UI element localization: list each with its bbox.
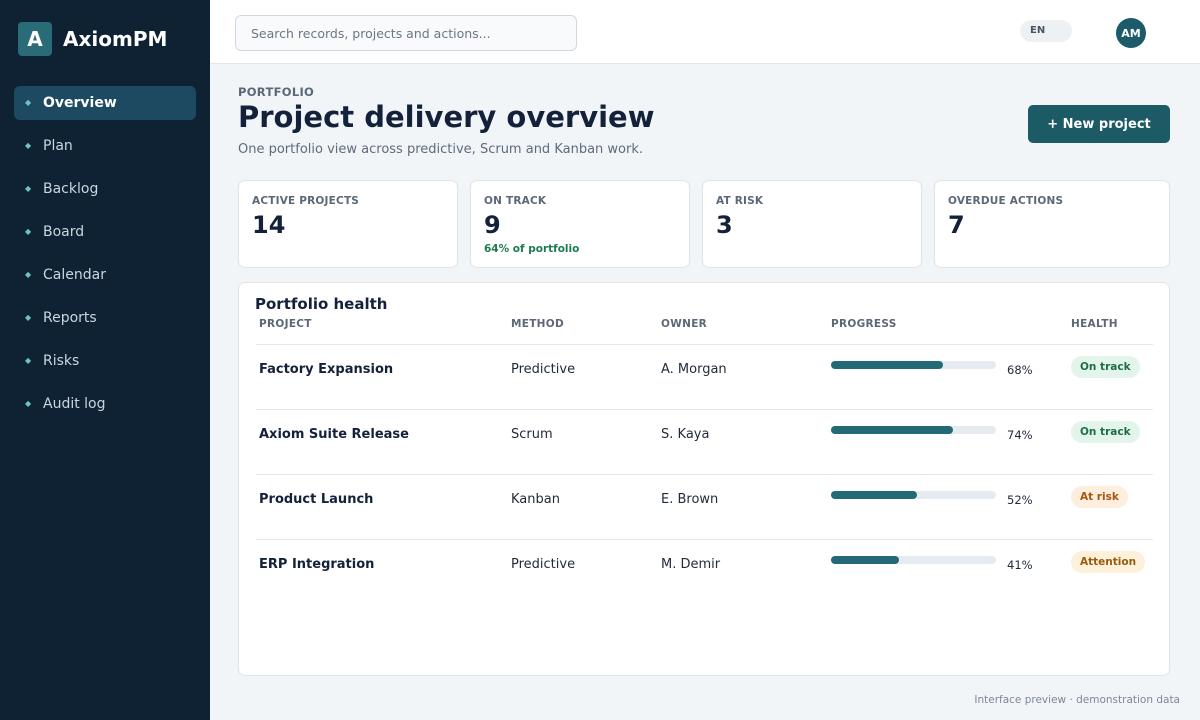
project-method: Predictive [511,362,576,377]
kpi-card-active-projects[interactable]: ACTIVE PROJECTS 14 [238,180,458,268]
project-method: Kanban [511,492,560,507]
status-badge: At risk [1071,486,1128,508]
project-owner: M. Demir [661,557,721,572]
col-header-health[interactable]: HEALTH [1071,318,1118,330]
sidebar-item-reports[interactable]: ◆ Reports [14,301,196,335]
project-name[interactable]: Product Launch [259,492,374,507]
brand-name: AxiomPM [63,27,168,51]
brand[interactable]: A AxiomPM [18,22,167,56]
progress-percent: 41% [1007,558,1033,572]
sidebar-item-backlog[interactable]: ◆ Backlog [14,172,196,206]
sidebar-item-overview[interactable]: ◆ Overview [14,86,196,120]
kpi-card-at-risk[interactable]: AT RISK 3 [702,180,922,268]
sidebar: A AxiomPM ◆ Overview ◆ Plan ◆ Backlog ◆ Board ◆ C… [0,0,210,720]
progress-bar-fill [831,491,917,499]
table-row[interactable]: Factory Expansion Predictive A. Morgan 68% O… [256,344,1153,409]
search-input[interactable] [235,15,577,51]
nav-bullet-icon: ◆ [25,227,32,236]
table-row[interactable]: Axiom Suite Release Scrum S. Kaya 74% On tra… [256,409,1153,474]
sidebar-item-label: Plan [43,138,73,154]
kpi-value: 9 [484,211,501,239]
status-badge: On track [1071,356,1140,378]
sidebar-item-label: Board [43,224,85,240]
progress-bar-fill [831,426,954,434]
kpi-label: ON TRACK [484,195,547,207]
project-name[interactable]: ERP Integration [259,557,375,572]
table-row[interactable]: ERP Integration Predictive M. Demir 41% Atte… [256,539,1153,604]
project-method: Scrum [511,427,553,442]
project-name[interactable]: Axiom Suite Release [259,427,409,442]
nav-bullet-icon: ◆ [25,399,32,408]
table-row[interactable]: Product Launch Kanban E. Brown 52% At risk [256,474,1153,539]
nav-bullet-icon: ◆ [25,356,32,365]
progress-percent: 68% [1007,363,1033,377]
project-owner: E. Brown [661,492,719,507]
nav-bullet-icon: ◆ [25,313,32,322]
kpi-value: 14 [252,211,286,239]
progress-percent: 52% [1007,493,1033,507]
kpi-note: 64% of portfolio [484,243,580,255]
nav-bullet-icon: ◆ [25,98,32,107]
nav-bullet-icon: ◆ [25,270,32,279]
project-owner: S. Kaya [661,427,710,442]
page-subtitle: One portfolio view across predictive, Sc… [238,142,643,157]
portfolio-health-panel: Portfolio health PROJECT METHOD OWNER PR… [238,282,1170,676]
progress-bar [831,556,996,564]
sidebar-item-label: Risks [43,353,80,369]
brand-logo: A [18,22,52,56]
progress-bar-fill [831,361,944,369]
breadcrumb: PORTFOLIO [238,85,315,99]
status-badge: On track [1071,421,1140,443]
progress-bar [831,491,996,499]
kpi-value: 7 [948,211,965,239]
project-owner: A. Morgan [661,362,727,377]
sidebar-item-label: Overview [43,95,117,111]
status-badge: Attention [1071,551,1146,573]
col-header-method[interactable]: METHOD [511,318,565,330]
sidebar-nav: ◆ Overview ◆ Plan ◆ Backlog ◆ Board ◆ Calendar ◆ Re… [14,86,196,430]
col-header-owner[interactable]: OWNER [661,318,708,330]
col-header-progress[interactable]: PROGRESS [831,318,897,330]
sidebar-item-board[interactable]: ◆ Board [14,215,196,249]
nav-bullet-icon: ◆ [25,141,32,150]
progress-percent: 74% [1007,428,1033,442]
avatar[interactable]: AM [1116,18,1146,48]
progress-bar [831,426,996,434]
kpi-label: OVERDUE ACTIONS [948,195,1064,207]
progress-bar-fill [831,556,899,564]
project-method: Predictive [511,557,576,572]
sidebar-item-label: Backlog [43,181,99,197]
language-toggle[interactable]: EN [1020,20,1072,42]
kpi-label: AT RISK [716,195,764,207]
project-name[interactable]: Factory Expansion [259,362,394,377]
footer-note: Interface preview · demonstration data [974,694,1180,706]
sidebar-item-label: Audit log [43,396,106,412]
sidebar-item-risks[interactable]: ◆ Risks [14,344,196,378]
panel-title: Portfolio health [255,295,388,313]
nav-bullet-icon: ◆ [25,184,32,193]
progress-bar [831,361,996,369]
kpi-card-overdue-actions[interactable]: OVERDUE ACTIONS 7 [934,180,1170,268]
sidebar-item-label: Calendar [43,267,106,283]
topbar: EN AM [210,0,1200,64]
sidebar-item-audit-log[interactable]: ◆ Audit log [14,387,196,421]
sidebar-item-calendar[interactable]: ◆ Calendar [14,258,196,292]
kpi-card-on-track[interactable]: ON TRACK 9 64% of portfolio [470,180,690,268]
page-title: Project delivery overview [238,100,655,134]
kpi-value: 3 [716,211,733,239]
sidebar-item-plan[interactable]: ◆ Plan [14,129,196,163]
kpi-label: ACTIVE PROJECTS [252,195,360,207]
sidebar-item-label: Reports [43,310,97,326]
new-project-button[interactable]: + New project [1028,105,1170,143]
col-header-project[interactable]: PROJECT [259,318,312,330]
